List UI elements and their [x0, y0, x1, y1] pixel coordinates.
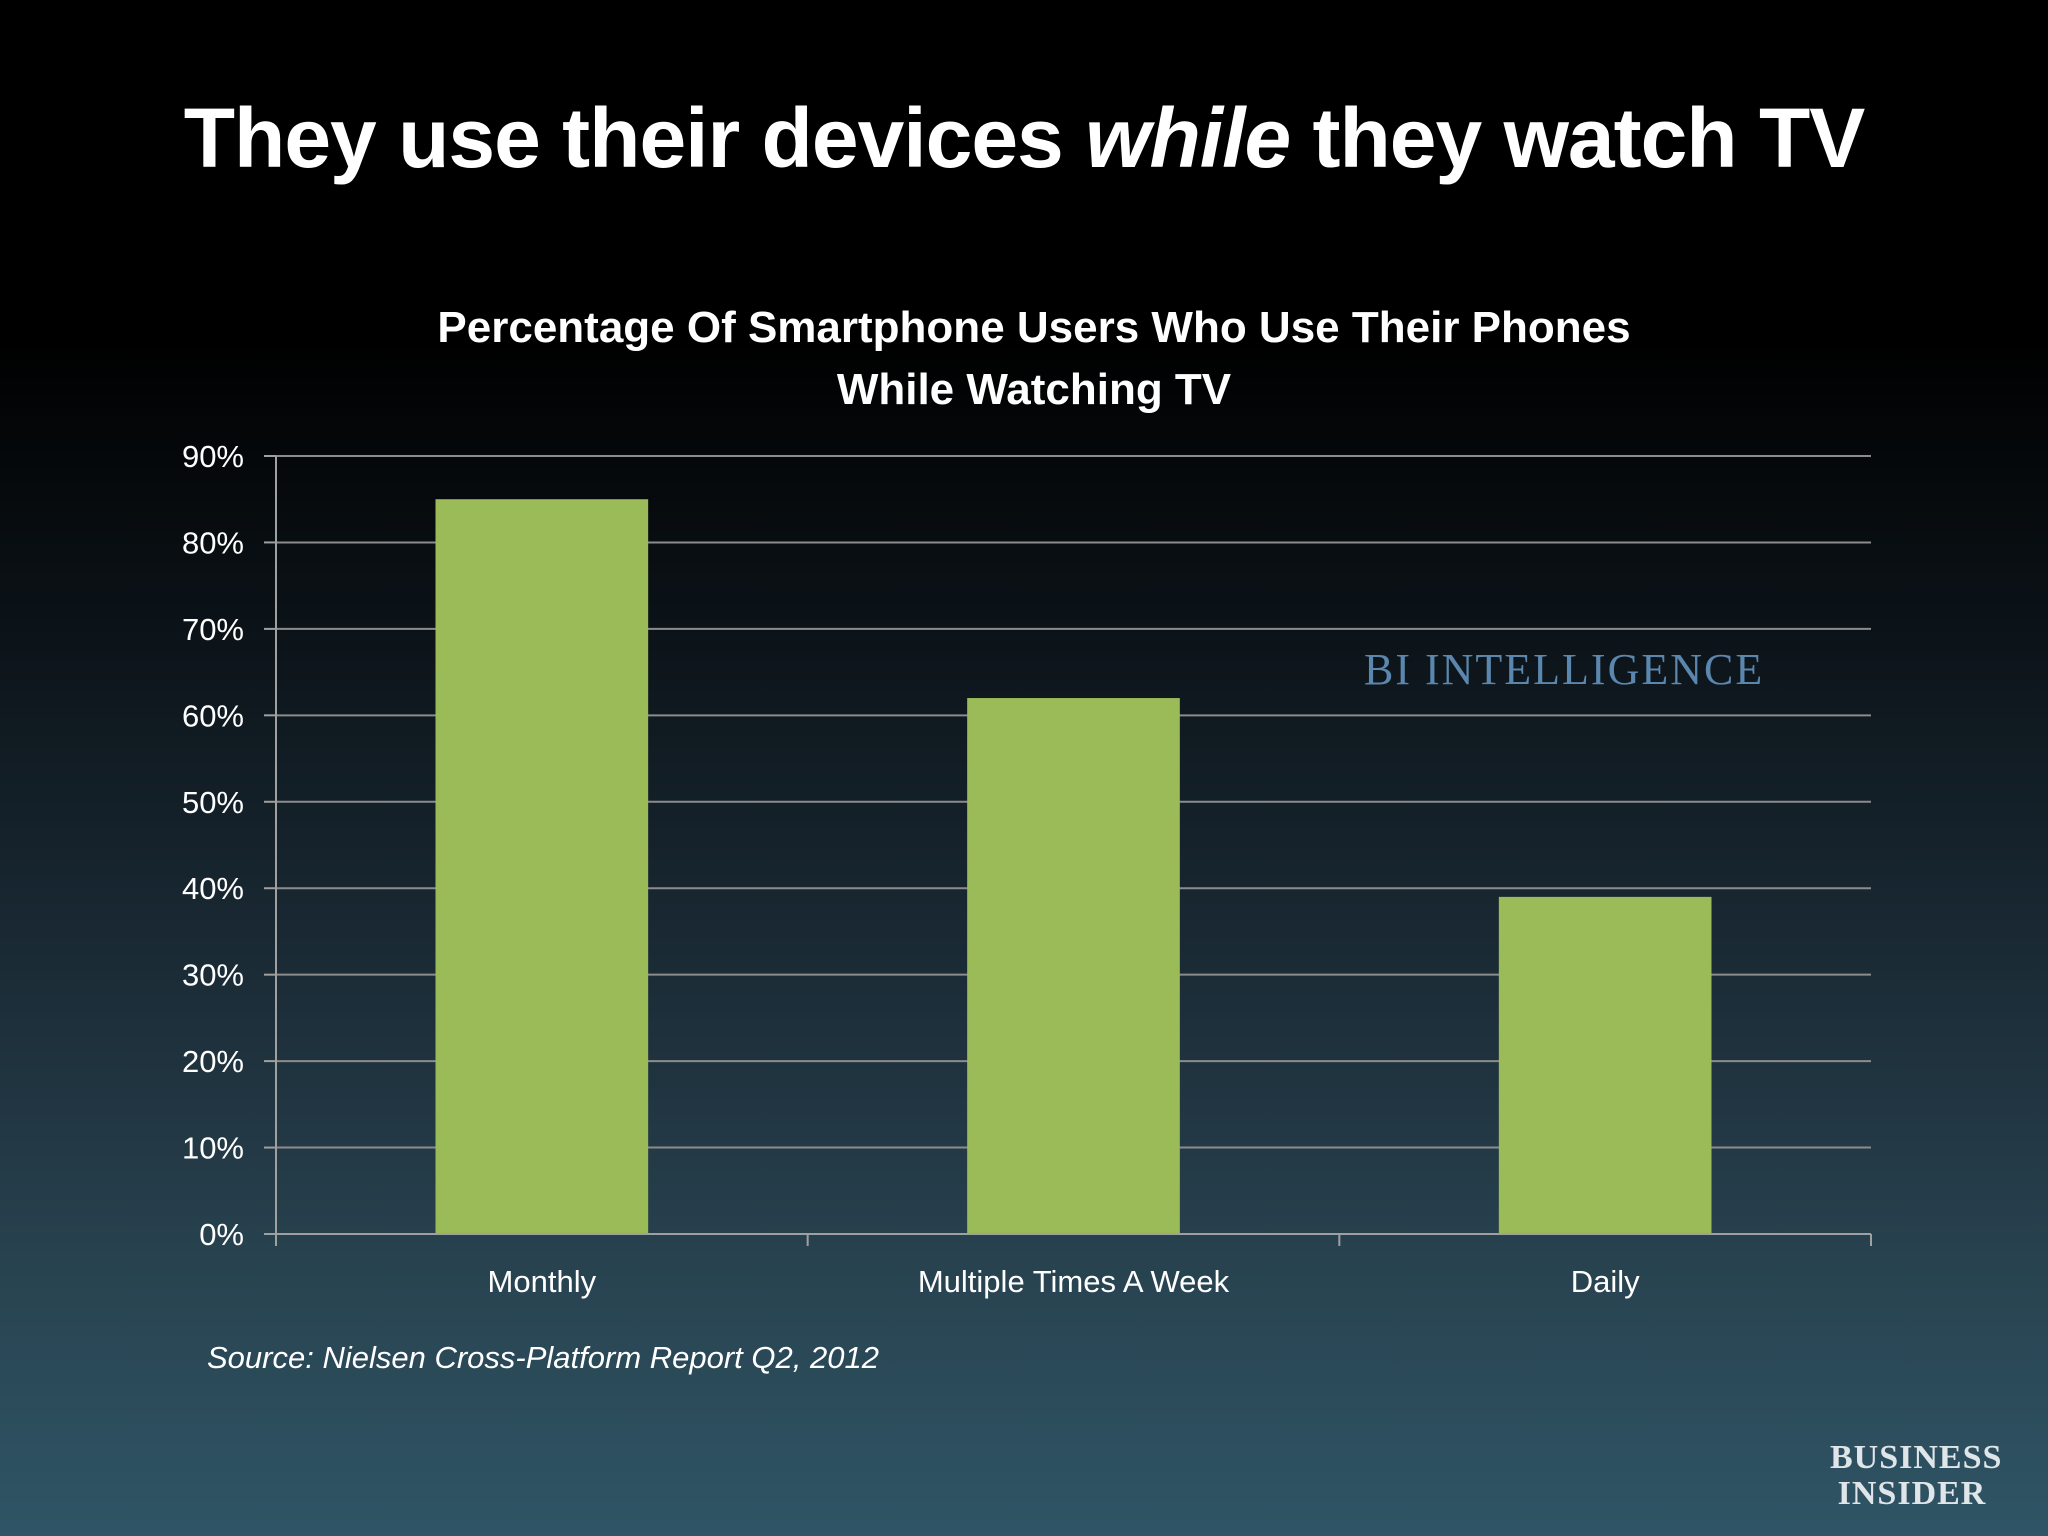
y-tick-label: 40% — [182, 871, 244, 906]
y-tick-label: 80% — [182, 525, 244, 560]
slide-title-emphasis: while — [1085, 91, 1291, 185]
chart-title-line1: Percentage Of Smartphone Users Who Use T… — [437, 303, 1630, 352]
tick-labels: 0% 10% 20% 30% 40% 50% 60% 70% 80% 90% Monthly Mult… — [182, 439, 1640, 1299]
x-tick-label: Monthly — [488, 1264, 597, 1299]
axes — [264, 455, 1872, 1246]
slide-title: They use their devices while they watch … — [0, 88, 2048, 188]
slide-title-part1: They use their devices — [183, 91, 1086, 185]
chart-title-line2: While Watching TV — [837, 365, 1232, 414]
y-tick-label: 20% — [182, 1044, 244, 1079]
logo-line1: BUSINESS — [1830, 1439, 2003, 1476]
bar — [967, 698, 1180, 1234]
bar — [435, 499, 649, 1234]
y-tick-label: 90% — [182, 439, 244, 474]
logo-line2: INSIDER — [1837, 1475, 1987, 1512]
bi-intelligence-watermark: BI INTELLIGENCE — [1364, 645, 1765, 694]
source-note: Source: Nielsen Cross-Platform Report Q2… — [207, 1340, 879, 1375]
x-tick-label: Daily — [1571, 1264, 1640, 1299]
y-tick-label: 0% — [199, 1217, 244, 1252]
y-tick-label: 30% — [182, 958, 244, 993]
bars — [435, 499, 1712, 1234]
x-tick-label: Multiple Times A Week — [918, 1264, 1230, 1299]
y-tick-label: 50% — [182, 785, 244, 820]
slide-title-part2: they watch TV — [1290, 91, 1866, 185]
y-tick-label: 60% — [182, 698, 244, 733]
y-tick-label: 10% — [182, 1131, 244, 1166]
business-insider-logo: BUSINESS INSIDER — [1830, 1439, 2003, 1512]
y-tick-label: 70% — [182, 612, 244, 647]
bar — [1498, 896, 1712, 1234]
